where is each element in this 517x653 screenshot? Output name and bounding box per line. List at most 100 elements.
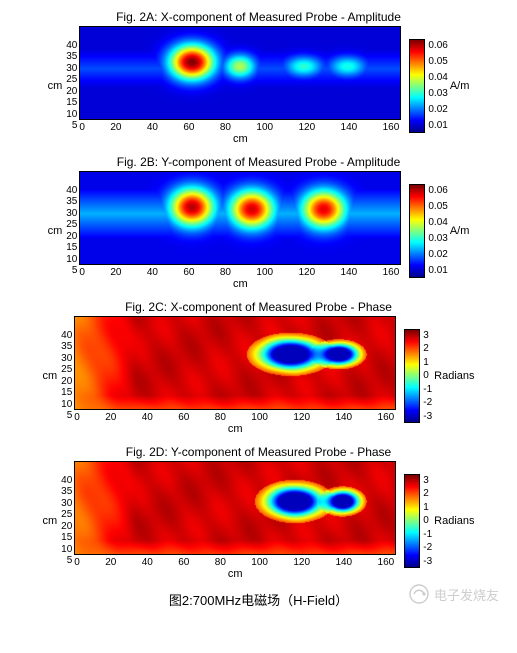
colorbar-tick: 1: [423, 502, 432, 513]
x-tick: 60: [178, 557, 189, 568]
y-tick: 10: [61, 544, 72, 555]
x-tick: 40: [147, 122, 158, 133]
y-tick: 20: [61, 376, 72, 387]
y-tick: 25: [66, 219, 77, 230]
colorbar-ticks: 0.060.050.040.030.020.01: [428, 40, 447, 132]
y-tick: 20: [66, 231, 77, 242]
y-axis-label: cm: [42, 515, 57, 527]
colorbar-wrap: 0.060.050.040.030.020.01A/m: [409, 39, 469, 133]
heatmap-column: 020406080100120140160cm: [74, 316, 396, 435]
x-tick: 60: [178, 412, 189, 423]
y-axis-ticks: 403530252015105: [66, 185, 79, 277]
y-tick: 15: [66, 97, 77, 108]
colorbar-wrap: 3210-1-2-3Radians: [404, 329, 474, 423]
x-axis-label: cm: [74, 423, 396, 435]
colorbar-tick: -3: [423, 556, 432, 567]
colorbar: [404, 474, 420, 568]
colorbar-tick: 3: [423, 475, 432, 486]
y-tick: 15: [61, 387, 72, 398]
y-axis-ticks: 403530252015105: [61, 330, 74, 422]
x-tick: 40: [142, 412, 153, 423]
y-axis-label: cm: [42, 370, 57, 382]
panel-2A: Fig. 2A: X-component of Measured Probe -…: [10, 10, 507, 145]
panel-2B: Fig. 2B: Y-component of Measured Probe -…: [10, 155, 507, 290]
x-tick: 80: [215, 412, 226, 423]
colorbar-wrap: 0.060.050.040.030.020.01A/m: [409, 184, 469, 278]
y-axis-label: cm: [48, 80, 63, 92]
figure-page: { "figure": { "caption": "图2:700MHz电磁场（H…: [0, 0, 517, 639]
colorbar-tick: 1: [423, 357, 432, 368]
x-tick: 140: [341, 122, 358, 133]
x-tick: 80: [220, 267, 231, 278]
colorbar-tick: 2: [423, 488, 432, 499]
x-tick: 20: [110, 267, 121, 278]
y-tick: 10: [61, 399, 72, 410]
y-axis-label-block: cm: [42, 370, 57, 382]
x-tick: 0: [79, 122, 85, 133]
y-tick: 5: [72, 265, 78, 276]
colorbar-tick: 0.02: [428, 249, 447, 260]
x-axis-label: cm: [74, 568, 396, 580]
y-tick: 30: [61, 498, 72, 509]
colorbar-tick: 0.05: [428, 56, 447, 67]
panel-title: Fig. 2A: X-component of Measured Probe -…: [10, 10, 507, 24]
colorbar-tick: 0.04: [428, 217, 447, 228]
colorbar-tick: 0.03: [428, 233, 447, 244]
heatmap: [75, 462, 395, 554]
colorbar-tick: 0.06: [428, 185, 447, 196]
y-tick: 5: [67, 555, 73, 566]
panel-title: Fig. 2D: Y-component of Measured Probe -…: [10, 445, 507, 459]
x-tick: 0: [74, 557, 80, 568]
heatmap-wrap: [79, 171, 401, 265]
x-tick: 140: [335, 412, 352, 423]
colorbar-tick: 0.01: [428, 120, 447, 131]
colorbar-tick: 0.02: [428, 104, 447, 115]
colorbar-tick: -1: [423, 529, 432, 540]
colorbar-tick: 0: [423, 515, 432, 526]
x-tick: 0: [79, 267, 85, 278]
heatmap: [75, 317, 395, 409]
heatmap-wrap: [74, 461, 396, 555]
y-tick: 15: [61, 532, 72, 543]
x-axis-ticks: 020406080100120140160: [79, 267, 399, 278]
colorbar-ticks: 0.060.050.040.030.020.01: [428, 185, 447, 277]
y-tick: 35: [66, 51, 77, 62]
y-axis-label-block: cm: [48, 225, 63, 237]
y-tick: 40: [66, 40, 77, 51]
y-tick: 30: [66, 63, 77, 74]
y-tick: 40: [61, 475, 72, 486]
x-tick: 80: [215, 557, 226, 568]
colorbar-tick: -2: [423, 397, 432, 408]
x-tick: 60: [183, 267, 194, 278]
x-tick: 160: [378, 557, 395, 568]
x-tick: 120: [298, 267, 315, 278]
y-tick: 35: [66, 196, 77, 207]
x-tick: 120: [298, 122, 315, 133]
heatmap: [80, 27, 400, 119]
y-tick: 5: [72, 120, 78, 131]
y-tick: 10: [66, 109, 77, 120]
heatmap: [80, 172, 400, 264]
y-axis-label: cm: [48, 225, 63, 237]
x-tick: 100: [251, 557, 268, 568]
chart-row: cm403530252015105020406080100120140160cm…: [10, 26, 507, 145]
x-tick: 100: [256, 122, 273, 133]
heatmap-wrap: [74, 316, 396, 410]
panel-title: Fig. 2B: Y-component of Measured Probe -…: [10, 155, 507, 169]
y-tick: 10: [66, 254, 77, 265]
heatmap-wrap: [79, 26, 401, 120]
x-tick: 100: [256, 267, 273, 278]
y-axis-label-block: cm: [48, 80, 63, 92]
x-tick: 140: [335, 557, 352, 568]
y-axis-label-block: cm: [42, 515, 57, 527]
x-tick: 0: [74, 412, 80, 423]
colorbar-tick: 0.01: [428, 265, 447, 276]
colorbar-tick: 0: [423, 370, 432, 381]
colorbar-unit: Radians: [434, 370, 474, 382]
chart-row: cm403530252015105020406080100120140160cm…: [10, 316, 507, 435]
x-tick: 140: [341, 267, 358, 278]
colorbar-tick: 3: [423, 330, 432, 341]
x-tick: 20: [105, 557, 116, 568]
y-tick: 30: [61, 353, 72, 364]
y-tick: 20: [61, 521, 72, 532]
